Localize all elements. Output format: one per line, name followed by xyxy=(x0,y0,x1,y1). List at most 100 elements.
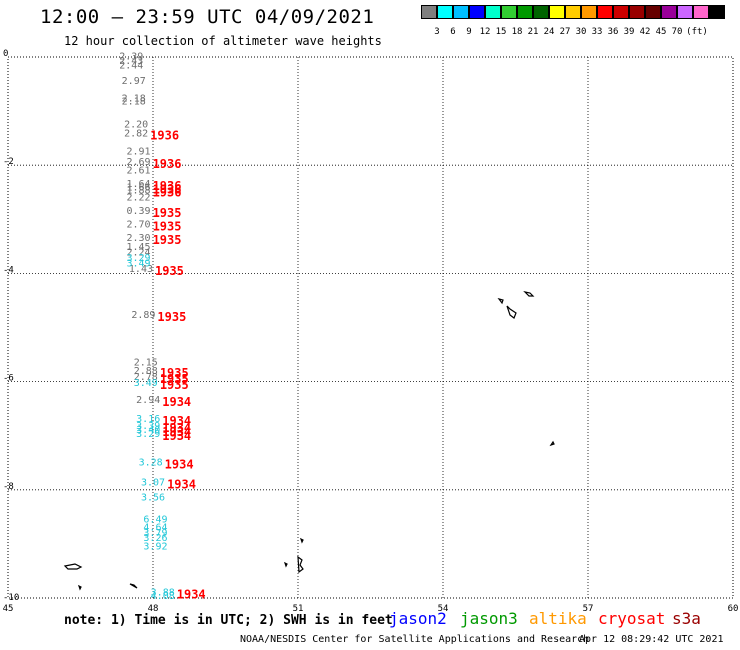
pass-time-label: 1936 xyxy=(153,185,182,199)
legend-cryosat: cryosat xyxy=(598,609,666,628)
wave-height-label: 3.40 xyxy=(136,425,160,436)
wave-height-label: 2.82 xyxy=(124,129,148,140)
wave-height-label: 3.28 xyxy=(139,457,163,468)
y-tick-label: -2 xyxy=(3,157,14,167)
y-tick-label: -6 xyxy=(3,374,14,384)
pass-time-label: 1934 xyxy=(162,425,191,439)
wave-height-label: 3.07 xyxy=(141,477,165,488)
color-scale-label: 33 xyxy=(591,27,603,37)
color-scale-label: 6 xyxy=(450,27,456,37)
pass-time-label: 1935 xyxy=(153,219,182,233)
color-scale-label: 15 xyxy=(495,27,507,37)
wave-height-label: 2.70 xyxy=(126,219,150,230)
wave-height-label: 2.89 xyxy=(131,310,155,321)
color-swatch xyxy=(437,5,453,19)
wave-height-label: 2.88 xyxy=(134,366,158,377)
pass-time-label: 1935 xyxy=(160,378,189,392)
wave-height-label: 3.56 xyxy=(141,493,165,504)
y-tick-label: -8 xyxy=(3,482,14,492)
wave-height-label: 3.26 xyxy=(143,533,167,544)
color-scale-label: 45 xyxy=(655,27,667,37)
legend-jason3: jason3 xyxy=(460,609,518,628)
color-scale-label: 27 xyxy=(559,27,571,37)
color-swatch xyxy=(533,5,549,19)
color-swatch xyxy=(421,5,437,19)
color-scale-label: 9 xyxy=(466,27,472,37)
chart-title: 12:00 – 23:59 UTC 04/09/2021 xyxy=(40,6,375,28)
color-swatch xyxy=(549,5,565,19)
wave-height-label: 3.49 xyxy=(134,378,158,389)
island-outline xyxy=(297,555,304,574)
island-outline xyxy=(63,563,83,570)
color-swatch xyxy=(709,5,725,19)
color-scale-label: 36 xyxy=(607,27,619,37)
color-scale-label: 24 xyxy=(543,27,555,37)
pass-time-label: 1935 xyxy=(160,372,189,386)
color-swatch xyxy=(693,5,709,19)
chart-subtitle: 12 hour collection of altimeter wave hei… xyxy=(64,34,382,48)
wave-height-label: 2.97 xyxy=(122,76,146,87)
x-tick-label: 54 xyxy=(438,604,449,614)
wave-height-label: 1.66 xyxy=(126,183,150,194)
wave-height-label: 2.44 xyxy=(119,60,143,71)
pass-time-label: 1934 xyxy=(162,421,191,435)
wave-height-label: 2.15 xyxy=(134,357,158,368)
wave-height-label: 2.91 xyxy=(126,146,150,157)
legend-altika: altika xyxy=(529,609,587,628)
wave-height-label: 2.69 xyxy=(126,157,150,168)
pass-time-label: 1935 xyxy=(157,310,186,324)
pass-time-label: 1936 xyxy=(153,157,182,171)
wave-height-label: 0.39 xyxy=(126,206,150,217)
island-outline xyxy=(549,440,555,447)
wave-height-label: 2.94 xyxy=(136,395,160,406)
pass-time-label: 1935 xyxy=(155,264,184,278)
x-tick-label: 60 xyxy=(728,604,739,614)
wave-height-label: 2.24 xyxy=(126,248,150,259)
color-swatch xyxy=(453,5,469,19)
color-scale-label: 12 xyxy=(479,27,491,37)
y-tick-label: -10 xyxy=(3,593,19,603)
color-swatch xyxy=(629,5,645,19)
wave-height-label: 3.29 xyxy=(126,253,150,264)
island-outline xyxy=(129,583,138,589)
wave-height-label: 2.78 xyxy=(134,372,158,383)
x-tick-label: 45 xyxy=(3,604,14,614)
pass-time-label: 1935 xyxy=(153,206,182,220)
wave-height-label: 3.92 xyxy=(143,541,167,552)
wave-height-label: 2.22 xyxy=(126,192,150,203)
units-note: note: 1) Time is in UTC; 2) SWH is in fe… xyxy=(64,613,393,628)
pass-time-label: 1936 xyxy=(153,179,182,193)
pass-time-label: 1934 xyxy=(162,414,191,428)
island-outline xyxy=(299,537,304,544)
pass-time-label: 1934 xyxy=(167,477,196,491)
wave-height-label: 1.43 xyxy=(129,264,153,275)
island-outline xyxy=(77,584,82,591)
wave-height-label: 3.49 xyxy=(126,258,150,269)
credit-text: NOAA/NESDIS Center for Satellite Applica… xyxy=(240,634,590,645)
wave-height-label: 2.18 xyxy=(122,93,146,104)
color-scale-label: (ft) xyxy=(686,27,708,37)
wave-height-label: 2.18 xyxy=(122,97,146,108)
color-swatch xyxy=(661,5,677,19)
pass-time-label: 1934 xyxy=(177,587,206,601)
pass-time-label: 1936 xyxy=(153,183,182,197)
color-swatch xyxy=(485,5,501,19)
x-tick-label: 48 xyxy=(148,604,159,614)
wave-height-label: 3.16 xyxy=(136,414,160,425)
color-swatch xyxy=(581,5,597,19)
legend-jason2: jason2 xyxy=(389,609,447,628)
color-scale-label: 18 xyxy=(511,27,523,37)
pass-time-label: 1934 xyxy=(162,395,191,409)
wave-height-label: 2.39 xyxy=(119,52,143,63)
color-scale-label: 3 xyxy=(434,27,440,37)
color-swatch xyxy=(501,5,517,19)
pass-time-label: 1935 xyxy=(160,366,189,380)
wave-height-label: 3.39 xyxy=(136,421,160,432)
island-outline xyxy=(497,298,504,305)
pass-time-label: 1935 xyxy=(153,233,182,247)
color-swatch xyxy=(677,5,693,19)
pass-time-label: 1934 xyxy=(165,457,194,471)
color-swatch xyxy=(517,5,533,19)
color-swatch xyxy=(597,5,613,19)
